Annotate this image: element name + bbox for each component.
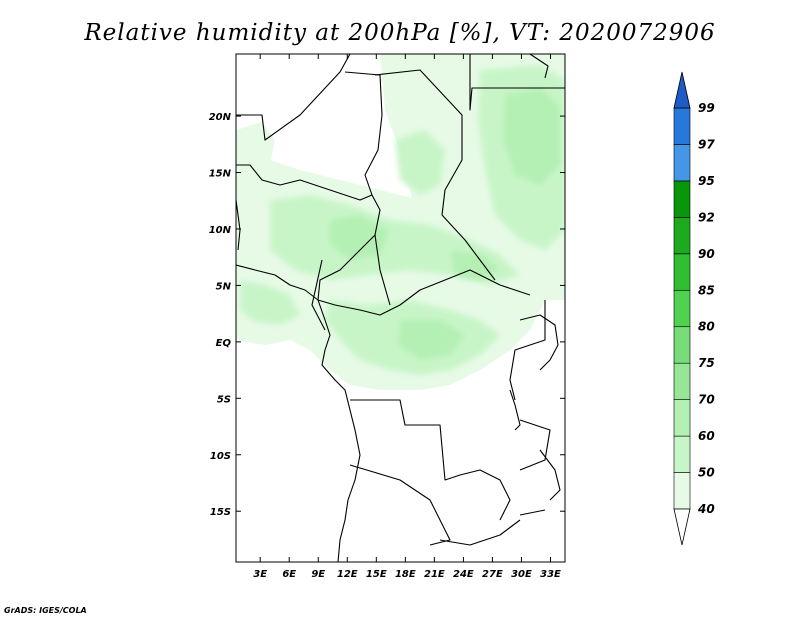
country-borders [236, 54, 565, 546]
shade-nw-patch [236, 122, 275, 175]
shade-ne-peak [503, 88, 560, 185]
x-tick-label: 33E [540, 569, 561, 580]
x-tick-label: 6E [282, 569, 296, 580]
colorbar-segment [673, 217, 691, 255]
x-tick-label: 3E [253, 569, 267, 580]
y-tick-label: 15S [210, 507, 231, 518]
x-tick-label: 12E [337, 569, 358, 580]
colorbar-label: 40 [697, 502, 715, 516]
colorbar-label: 70 [698, 393, 715, 407]
x-tick-label: 30E [511, 569, 532, 580]
x-tick-label: 18E [395, 569, 416, 580]
colorbar-label: 99 [698, 101, 715, 115]
colorbar: 40 50 60 70 75 80 85 90 92 95 97 99 [673, 71, 715, 546]
colorbar-segment [673, 253, 691, 291]
y-tick-label: 5S [217, 394, 231, 405]
colorbar-segment [673, 435, 691, 473]
y-tick-label: 20N [209, 112, 232, 123]
shade-tchad-core [395, 130, 445, 195]
x-tick-label: 21E [424, 569, 445, 580]
x-tick-label: 24E [453, 569, 474, 580]
colorbar-label: 95 [698, 174, 715, 188]
y-tick-label: 10N [209, 225, 232, 236]
colorbar-segment [673, 362, 691, 400]
colorbar-above-arrow [673, 71, 691, 109]
chart-title: Relative humidity at 200hPa [%], VT: 202… [83, 20, 715, 46]
y-tick-label: EQ [216, 338, 232, 349]
coastlines [236, 54, 561, 562]
colorbar-label: 75 [698, 356, 715, 370]
shade-gulf-core [240, 280, 300, 325]
shade-north-patch [380, 60, 470, 130]
colorbar-segment [673, 107, 691, 145]
colorbar-segment [673, 326, 691, 364]
y-tick-label: 5N [216, 281, 232, 292]
colorbar-segment [673, 289, 691, 328]
colorbar-below-arrow [673, 508, 691, 546]
humidity-shading [236, 54, 565, 390]
y-tick-label: 10S [210, 451, 231, 462]
colorbar-label: 80 [698, 320, 715, 334]
y-tick-label: 15N [209, 169, 232, 180]
x-tick-label: 15E [366, 569, 387, 580]
credit-label: GrADS: IGES/COLA [4, 606, 87, 615]
colorbar-segment [673, 399, 691, 437]
colorbar-segment [673, 144, 691, 182]
x-tick-label: 27E [482, 569, 503, 580]
colorbar-label: 85 [698, 283, 715, 297]
colorbar-label: 92 [698, 210, 715, 224]
colorbar-segment [673, 472, 691, 510]
colorbar-label: 97 [698, 137, 715, 151]
colorbar-label: 90 [698, 247, 715, 261]
shade-central-peak [398, 320, 465, 360]
x-tick-label: 9E [311, 569, 325, 580]
colorbar-label: 50 [698, 466, 715, 480]
colorbar-segment [673, 180, 691, 218]
x-axis: 3E 6E 9E 12E 15E 18E 21E 24E 27E 30E 33E [253, 54, 561, 580]
shade-sahel-peak [330, 215, 390, 260]
y-axis: 20N 15N 10N 5N EQ 5S 10S 15S [209, 112, 565, 518]
colorbar-label: 60 [698, 429, 715, 443]
plot-frame [235, 53, 566, 563]
